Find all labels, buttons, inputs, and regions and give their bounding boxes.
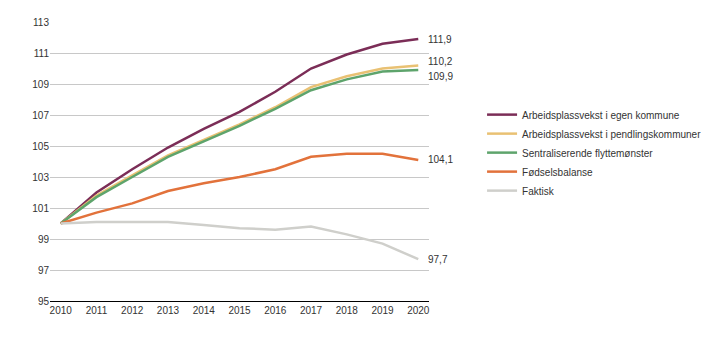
svg-text:Arbeidsplassvekst i egen kommu: Arbeidsplassvekst i egen kommune: [522, 110, 680, 121]
svg-text:Faktisk: Faktisk: [522, 186, 555, 197]
svg-text:97: 97: [38, 265, 50, 276]
svg-text:Arbeidsplassvekst i pendlingsk: Arbeidsplassvekst i pendlingskommuner: [522, 129, 701, 140]
svg-text:2014: 2014: [193, 305, 216, 316]
svg-text:2013: 2013: [157, 305, 180, 316]
svg-text:109,9: 109,9: [428, 71, 453, 82]
svg-text:2012: 2012: [121, 305, 144, 316]
svg-text:99: 99: [38, 234, 50, 245]
svg-text:95: 95: [38, 296, 50, 307]
svg-text:111: 111: [34, 48, 50, 59]
svg-text:101: 101: [32, 203, 49, 214]
svg-text:2019: 2019: [371, 305, 394, 316]
svg-text:2018: 2018: [336, 305, 359, 316]
svg-text:113: 113: [33, 17, 49, 28]
svg-text:2017: 2017: [300, 305, 323, 316]
svg-text:Fødselsbalanse: Fødselsbalanse: [522, 167, 593, 178]
svg-text:105: 105: [32, 141, 49, 152]
svg-text:110,2: 110,2: [428, 56, 453, 67]
svg-text:107: 107: [32, 110, 49, 121]
svg-text:2015: 2015: [228, 305, 251, 316]
svg-text:111,9: 111,9: [428, 34, 452, 45]
svg-text:97,7: 97,7: [428, 254, 448, 265]
svg-text:2011: 2011: [86, 305, 108, 316]
svg-text:2016: 2016: [264, 305, 287, 316]
svg-text:109: 109: [32, 79, 49, 90]
svg-text:2010: 2010: [50, 305, 73, 316]
svg-text:104,1: 104,1: [428, 154, 453, 165]
svg-text:103: 103: [32, 172, 49, 183]
svg-text:2020: 2020: [407, 305, 430, 316]
svg-text:Sentraliserende flyttemønster: Sentraliserende flyttemønster: [522, 148, 653, 159]
